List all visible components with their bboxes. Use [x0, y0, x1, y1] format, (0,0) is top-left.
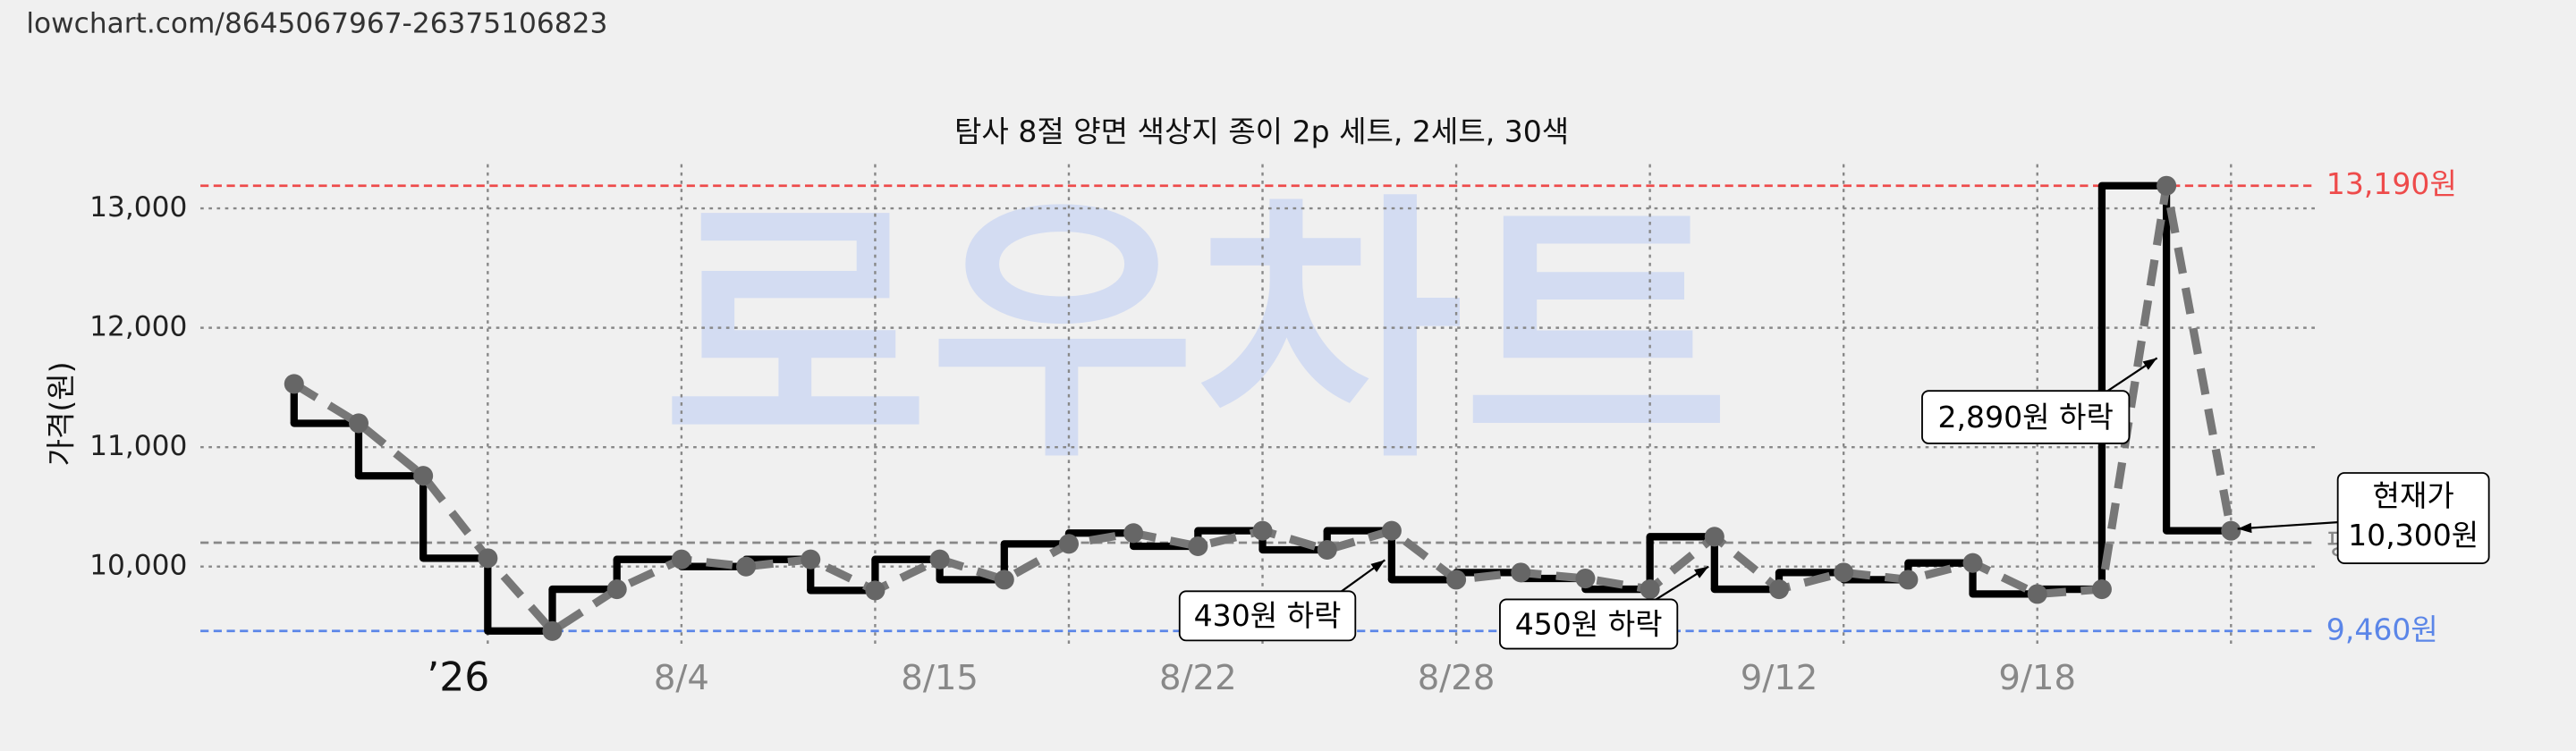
price-point — [929, 549, 950, 570]
x-tick-label: 9/12 — [1741, 658, 1818, 698]
annotation-arrowhead — [2237, 522, 2252, 534]
price-point — [1511, 562, 1531, 583]
watermark: 로우차트 — [662, 170, 1730, 495]
annotation-box — [1178, 590, 1357, 642]
price-point — [1768, 579, 1790, 600]
price-point — [1446, 570, 1467, 590]
annotation-text: 2,890원 하락 — [1938, 400, 2114, 435]
y-tick-label: 10,000 — [89, 550, 187, 582]
y-tick-label: 13,000 — [89, 191, 187, 224]
x-tick-label: 9/18 — [1998, 658, 2076, 698]
price-point — [1704, 527, 1724, 547]
price-point — [865, 580, 886, 601]
price-point — [1252, 520, 1273, 541]
price-point — [413, 466, 434, 486]
y-axis-label: 가격(원) — [43, 361, 78, 466]
x-tick-label: 8/28 — [1418, 658, 1496, 698]
x-tick-label: 8/4 — [654, 658, 709, 698]
y-tick-label: 12,000 — [89, 311, 187, 343]
annotation-box — [2336, 472, 2490, 564]
price-point — [1123, 523, 1144, 544]
y-tick-label: 11,000 — [89, 430, 187, 462]
price-point — [994, 570, 1014, 590]
price-point — [2027, 584, 2047, 604]
x-tick-label: 8/22 — [1159, 658, 1237, 698]
annotation-text: 10,300원 — [2348, 518, 2479, 553]
reference-label: 9,460원 — [2326, 612, 2438, 646]
reference-label: 13,190원 — [2326, 166, 2457, 201]
chart-title: 탐사 8절 양면 색상지 종이 2p 세트, 2세트, 30색 — [954, 114, 1569, 148]
price-point — [1381, 520, 1402, 541]
price-point — [1575, 569, 1596, 589]
annotation-arrowhead — [2142, 358, 2157, 370]
price-point — [1058, 534, 1079, 554]
annotation-text: 현재가 — [2373, 478, 2454, 513]
x-tick-label: ’26 — [427, 654, 489, 700]
price-point — [1898, 570, 1919, 590]
price-point — [1317, 539, 1337, 561]
price-point — [671, 549, 691, 570]
price-point — [801, 549, 821, 570]
price-point — [1640, 579, 1660, 600]
price-point — [542, 620, 563, 641]
annotation-text: 450원 하락 — [1515, 606, 1663, 641]
source-url: lowchart.com/8645067967-26375106823 — [26, 8, 607, 40]
price-point — [348, 413, 369, 434]
annotation-box — [1499, 598, 1679, 650]
annotation-text: 430원 하락 — [1194, 598, 1342, 633]
annotation-arrow — [2237, 521, 2338, 530]
price-point — [736, 556, 757, 577]
annotation-arrowhead — [1694, 566, 1709, 578]
price-point — [284, 374, 304, 394]
price-point — [606, 579, 627, 600]
price-point — [1188, 536, 1208, 557]
price-point — [1962, 553, 1983, 573]
price-point — [2221, 520, 2241, 541]
price-point — [478, 548, 498, 569]
x-tick-label: 8/15 — [901, 658, 979, 698]
price-point — [2091, 579, 2112, 600]
price-point — [1834, 562, 1854, 583]
annotation-arrowhead — [1370, 560, 1385, 573]
annotation-box — [1921, 390, 2131, 444]
price-point — [2157, 175, 2177, 196]
